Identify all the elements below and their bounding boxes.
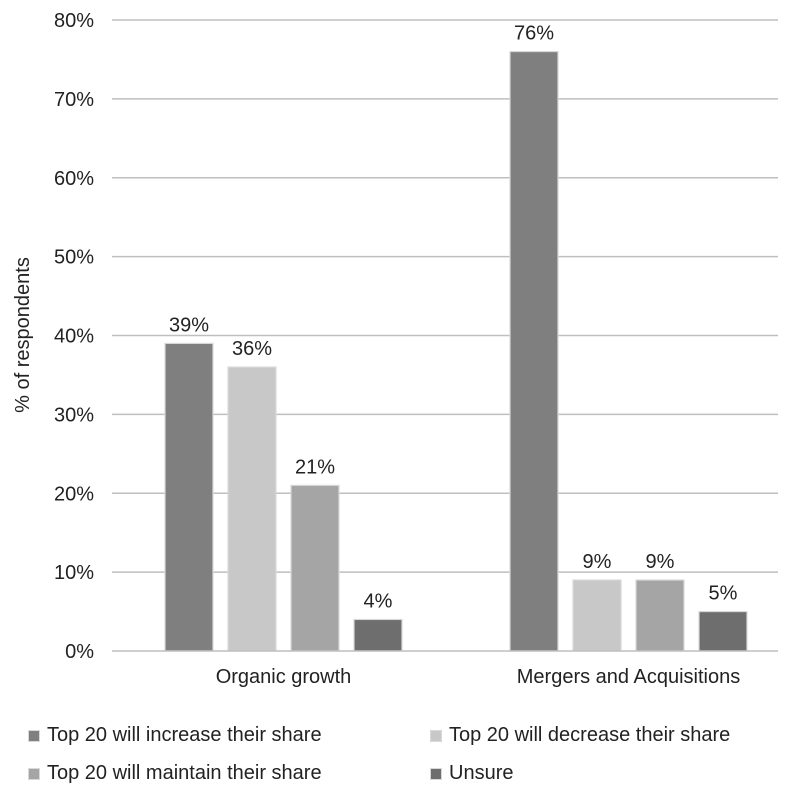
legend-item: Unsure (430, 762, 513, 785)
y-tick-label: 80% (54, 10, 94, 32)
legend-label: Top 20 will decrease their share (449, 724, 731, 746)
bar-unsure-0 (353, 618, 403, 652)
y-tick-label: 10% (54, 562, 94, 584)
legend-swatch (28, 729, 40, 742)
data-label: 9% (646, 551, 675, 573)
bar-unsure-1 (698, 610, 748, 652)
data-label: 36% (232, 338, 272, 360)
legend-label: Top 20 will increase their share (47, 724, 322, 746)
legend-swatch (28, 767, 40, 780)
data-label: 76% (514, 23, 554, 45)
bar-top-20-will-increase-their-share-0 (164, 342, 214, 652)
legend-swatch (430, 767, 442, 780)
bar-top-20-will-decrease-their-share-1 (572, 579, 622, 652)
legend-item: Top 20 will increase their share (28, 724, 322, 747)
y-axis-tick-labels: 0% 10% 20% 30% 40% 50% 60% 70% 80% (54, 10, 94, 663)
bar-top-20-will-maintain-their-share-0 (290, 484, 340, 652)
gridlines (112, 19, 778, 573)
data-label: 39% (169, 314, 209, 336)
data-label: 4% (364, 590, 393, 612)
x-category-label: Mergers and Acquisitions (517, 666, 740, 688)
legend-label: Top 20 will maintain their share (47, 762, 322, 784)
y-tick-label: 30% (54, 404, 94, 426)
legend-label: Unsure (449, 762, 514, 784)
legend-item: Top 20 will maintain their share (28, 762, 322, 785)
x-category-label: Organic growth (216, 666, 352, 688)
bar-top-20-will-decrease-their-share-0 (227, 366, 277, 652)
data-labels: 39% 36% 21% 4% 76% 9% 9% 5% (169, 23, 738, 613)
data-label: 5% (709, 583, 738, 605)
y-tick-label: 0% (65, 641, 94, 663)
y-tick-label: 40% (54, 326, 94, 348)
y-tick-label: 20% (54, 483, 94, 505)
legend-swatch (430, 729, 442, 742)
bar-top-20-will-increase-their-share-1 (509, 50, 559, 652)
y-axis-title: % of respondents (12, 257, 34, 413)
bar-top-20-will-maintain-their-share-1 (635, 579, 685, 652)
data-label: 9% (583, 551, 612, 573)
data-label: 21% (295, 456, 335, 478)
y-tick-label: 50% (54, 247, 94, 269)
y-tick-label: 60% (54, 168, 94, 190)
legend-item: Top 20 will decrease their share (430, 724, 730, 747)
bars (164, 50, 748, 652)
y-tick-label: 70% (54, 89, 94, 111)
x-axis-category-labels: Organic growth Mergers and Acquisitions (216, 666, 741, 688)
